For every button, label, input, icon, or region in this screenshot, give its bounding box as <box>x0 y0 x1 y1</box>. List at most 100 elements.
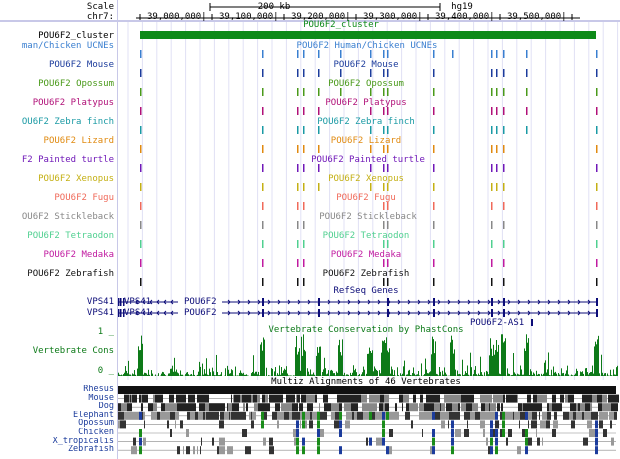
alignment-block <box>357 411 361 420</box>
alignment-block <box>283 403 287 412</box>
conservation-bar <box>309 374 310 376</box>
conservation-bar <box>277 373 278 376</box>
conservation-bar <box>414 373 415 376</box>
alignment-block <box>517 394 518 403</box>
conservation-bar <box>488 374 489 376</box>
conservation-bar <box>281 367 282 376</box>
ucne-track-label[interactable]: POU6F2 Tetraodon <box>27 231 114 241</box>
alignment-block <box>503 394 505 403</box>
alignment-block <box>381 403 383 412</box>
ucne-track-name: POU6F2 Zebrafish <box>322 269 410 279</box>
gene-right-label[interactable]: POU6F2 <box>184 297 217 307</box>
conserved-element-mark <box>595 437 598 446</box>
alignment-block <box>145 394 148 403</box>
gene-left-label[interactable]: VPS41 <box>124 297 152 307</box>
conservation-track-label[interactable]: Vertebrate Cons <box>32 346 114 356</box>
antisense-gene-label[interactable]: POU6F2-AS1 <box>470 318 525 328</box>
alignment-block <box>464 411 465 420</box>
multiz-species-label[interactable]: Chicken <box>78 428 114 437</box>
conservation-bar <box>274 371 275 376</box>
conservation-bar <box>327 373 328 376</box>
strand-arrow <box>307 310 311 316</box>
conservation-bar <box>171 368 172 376</box>
ucne-element <box>491 69 493 77</box>
multiz-species-label[interactable]: Zebrafish <box>67 445 114 455</box>
position-tick-label: 39,500,000| <box>507 12 567 22</box>
strand-arrow <box>227 299 231 305</box>
strand-arrow <box>337 299 341 305</box>
multiz-species-label[interactable]: Mouse <box>88 393 114 403</box>
ucne-track-label[interactable]: POU6F2 Platypus <box>32 98 114 108</box>
multiz-species-label[interactable]: Elephant <box>73 410 114 420</box>
ucne-track-label[interactable]: POU6F2 Mouse <box>48 60 114 70</box>
alignment-block <box>587 420 592 429</box>
conserved-element-mark <box>432 446 435 455</box>
alignment-block <box>348 403 351 412</box>
conservation-bar <box>188 374 189 376</box>
ucne-element <box>503 278 505 286</box>
ucne-track-label[interactable]: OU6F2 Stickleback <box>21 212 114 222</box>
alignment-block <box>198 411 203 420</box>
conservation-bar <box>554 372 555 376</box>
alignment-block <box>192 403 196 412</box>
strand-arrow <box>397 310 401 316</box>
gene-left-label[interactable]: VPS41 <box>124 308 152 318</box>
strand-arrow <box>135 299 139 305</box>
conservation-bar <box>574 374 575 376</box>
ucne-track-label[interactable]: man/Chicken UCNEs <box>21 41 114 51</box>
strand-arrow <box>337 310 341 316</box>
ucne-element <box>370 69 372 77</box>
conservation-bar <box>177 372 178 376</box>
refseq-row-label[interactable]: VPS41 <box>86 297 114 307</box>
alignment-block <box>131 446 135 455</box>
alignment-block <box>233 403 239 412</box>
alignment-block <box>411 420 413 429</box>
conservation-bar <box>473 374 474 376</box>
cluster-track-label[interactable]: POU6F2_cluster <box>38 31 114 41</box>
alignment-block <box>380 394 384 403</box>
gene-exon <box>387 309 389 317</box>
refseq-row-label[interactable]: VPS41 <box>86 308 114 318</box>
ucne-element <box>303 183 305 191</box>
strand-arrow <box>547 310 551 316</box>
alignment-block <box>219 446 225 455</box>
conservation-bar <box>323 369 324 376</box>
multiz-species-label[interactable]: Rhesus <box>83 385 114 394</box>
gene-exon <box>123 298 125 306</box>
conservation-bar <box>213 371 214 376</box>
conservation-bar <box>458 374 459 376</box>
conservation-bar <box>566 370 567 376</box>
alignment-block <box>224 411 229 420</box>
ucne-track-label[interactable]: POU6F2 Xenopus <box>38 174 114 184</box>
ucne-element <box>596 259 598 267</box>
conservation-bar <box>240 370 241 376</box>
conservation-bar <box>425 358 426 376</box>
alignment-block <box>493 394 497 403</box>
ucne-element <box>383 164 385 172</box>
alignment-block <box>141 394 142 403</box>
ucne-track-label[interactable]: POU6F2 Zebrafish <box>27 269 114 279</box>
alignment-block <box>222 403 225 412</box>
multiz-species-label[interactable]: Dog <box>98 402 114 412</box>
alignment-block <box>403 394 409 403</box>
gene-right-label[interactable]: POU6F2 <box>184 308 217 318</box>
alignment-block <box>361 394 365 403</box>
conservation-bar <box>242 373 243 376</box>
conservation-bar <box>314 374 315 376</box>
ucne-track-label[interactable]: POU6F2 Fugu <box>54 193 114 203</box>
ucne-track-label[interactable]: F2 Painted turtle <box>21 155 114 165</box>
strand-arrow <box>577 299 581 305</box>
conserved-element-mark <box>525 437 528 446</box>
ucne-track-label[interactable]: OU6F2 Zebra finch <box>21 117 114 127</box>
multiz-species-label[interactable]: X_tropicalis <box>52 436 114 446</box>
conservation-bar <box>525 350 526 376</box>
alignment-block <box>286 394 292 403</box>
ucne-track-label[interactable]: POU6F2 Lizard <box>43 136 114 146</box>
multiz-species-label[interactable]: Opossum <box>78 419 114 429</box>
ucne-track-label[interactable]: POU6F2 Opossum <box>38 79 114 89</box>
alignment-block <box>352 403 358 412</box>
ucne-track-label[interactable]: POU6F2 Medaka <box>43 250 114 260</box>
strand-arrow <box>367 310 371 316</box>
alignment-block <box>130 394 131 403</box>
